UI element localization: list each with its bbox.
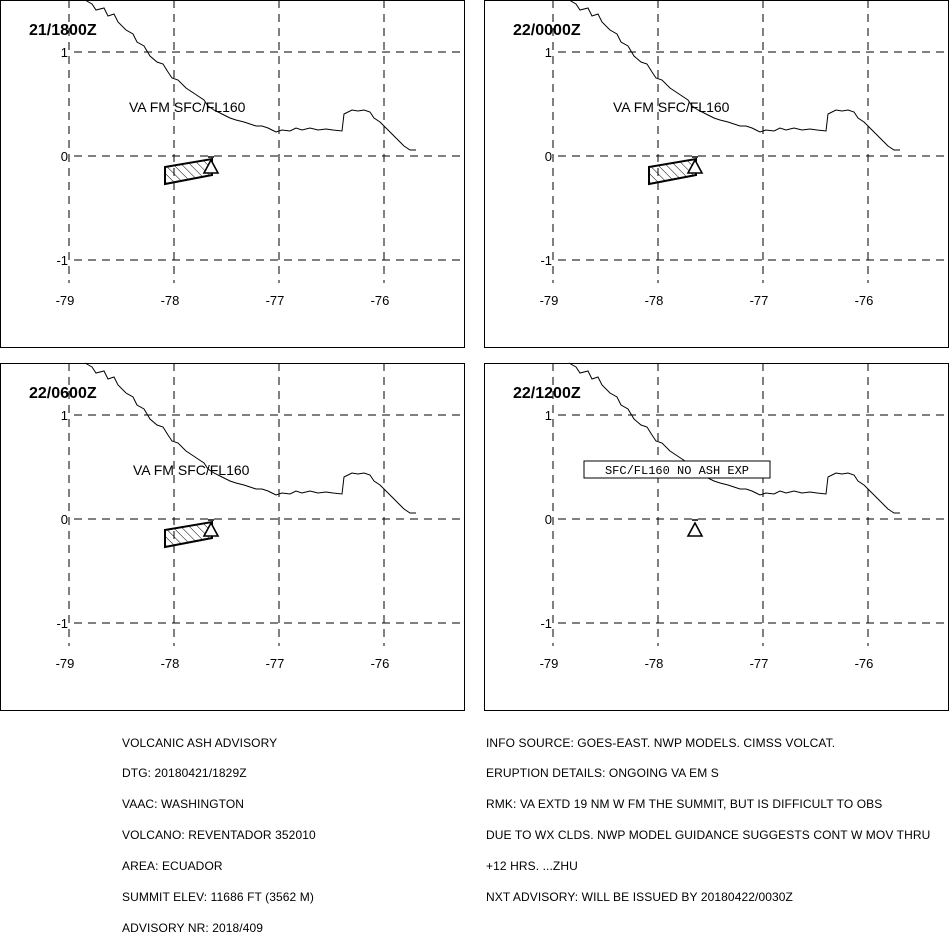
coastline bbox=[568, 0, 900, 151]
longitude-tick-label: -78 bbox=[161, 656, 180, 671]
ash-cloud-polygon bbox=[648, 157, 697, 186]
latitude-tick-label: 0 bbox=[545, 149, 552, 164]
advisory-line: VAAC: WASHINGTON bbox=[122, 797, 245, 812]
advisory-left: VOLCANIC ASH ADVISORY DTG: 20180421/1829… bbox=[122, 717, 316, 944]
valid-time-title: 21/1800Z bbox=[29, 22, 97, 39]
panel-frame bbox=[484, 0, 949, 348]
longitude-tick-label: -78 bbox=[645, 656, 664, 671]
map-svg: -79 -78 -77 -76 1 0 -1 22/1200Z SFC/FL160 NO ASH… bbox=[484, 362, 949, 711]
volcano-icon bbox=[686, 519, 704, 537]
volcano-icon bbox=[686, 156, 704, 174]
advisory-line: NXT ADVISORY: WILL BE ISSUED BY 20180422… bbox=[486, 890, 793, 905]
advisory-line: DTG: 20180421/1829Z bbox=[122, 766, 247, 781]
advisory-line: VOLCANIC ASH ADVISORY bbox=[122, 735, 278, 750]
valid-time-title: 22/0600Z bbox=[29, 385, 97, 402]
longitude-tick-label: -79 bbox=[56, 656, 75, 671]
longitude-tick-label: -79 bbox=[540, 293, 559, 308]
map-panel-3: -79 -78 -77 -76 1 0 -1 22/0600Z VA FM SFC/FL160 bbox=[0, 362, 465, 711]
latitude-tick-label: 0 bbox=[61, 512, 68, 527]
map-svg: -79 -78 -77 -76 1 0 -1 21/1800Z VA FM SFC/FL160 bbox=[0, 0, 465, 348]
ash-status-label: VA FM SFC/FL160 bbox=[129, 99, 246, 115]
advisory-right: INFO SOURCE: GOES-EAST. NWP MODELS. CIMS… bbox=[486, 717, 930, 913]
coastline bbox=[84, 362, 416, 514]
longitude-tick-label: -76 bbox=[855, 293, 874, 308]
advisory-line: SUMMIT ELEV: 11686 FT (3562 M) bbox=[122, 890, 314, 905]
map-svg: -79 -78 -77 -76 1 0 -1 22/0600Z VA FM SFC/FL160 bbox=[0, 362, 465, 711]
longitude-tick-label: -76 bbox=[371, 656, 390, 671]
latitude-tick-label: 1 bbox=[61, 408, 68, 423]
volcano-icon bbox=[202, 156, 220, 174]
longitude-tick-label: -78 bbox=[161, 293, 180, 308]
ash-status-label: SFC/FL160 NO ASH EXP bbox=[605, 464, 749, 478]
ash-cloud-polygon bbox=[164, 520, 213, 549]
latitude-tick-label: 0 bbox=[61, 149, 68, 164]
longitude-tick-label: -77 bbox=[266, 656, 285, 671]
coastline bbox=[84, 0, 416, 151]
map-panel-2: -79 -78 -77 -76 1 0 -1 22/0000Z VA FM SFC/FL160 bbox=[484, 0, 949, 348]
advisory-line: ADVISORY NR: 2018/409 bbox=[122, 920, 264, 935]
advisory-line: DUE TO WX CLDS. NWP MODEL GUIDANCE SUGGE… bbox=[486, 828, 931, 843]
map-panel-1: -79 -78 -77 -76 1 0 -1 21/1800Z VA FM SFC/FL160 bbox=[0, 0, 465, 348]
ash-cloud-polygon bbox=[164, 157, 213, 186]
longitude-tick-label: -79 bbox=[540, 656, 559, 671]
valid-time-title: 22/1200Z bbox=[513, 385, 581, 402]
no-ash-label-box bbox=[583, 460, 771, 479]
longitude-tick-label: -78 bbox=[645, 293, 664, 308]
advisory-line: INFO SOURCE: GOES-EAST. NWP MODELS. CIMS… bbox=[486, 735, 836, 750]
panel-frame bbox=[0, 0, 465, 348]
longitude-tick-label: -79 bbox=[56, 293, 75, 308]
panel-frame bbox=[0, 363, 465, 711]
advisory-line: AREA: ECUADOR bbox=[122, 859, 223, 874]
advisory-line: VOLCANO: REVENTADOR 352010 bbox=[122, 828, 316, 843]
latitude-tick-label: 1 bbox=[61, 45, 68, 60]
longitude-tick-label: -77 bbox=[266, 293, 285, 308]
advisory-line: ERUPTION DETAILS: ONGOING VA EM S bbox=[486, 766, 719, 781]
valid-time-title: 22/0000Z bbox=[513, 22, 581, 39]
map-svg: -79 -78 -77 -76 1 0 -1 22/0000Z VA FM SFC/FL160 bbox=[484, 0, 949, 348]
longitude-tick-label: -77 bbox=[750, 656, 769, 671]
latitude-tick-label: 1 bbox=[545, 45, 552, 60]
ash-status-label: VA FM SFC/FL160 bbox=[613, 99, 730, 115]
ash-status-label: VA FM SFC/FL160 bbox=[133, 462, 250, 478]
longitude-tick-label: -77 bbox=[750, 293, 769, 308]
latitude-tick-label: 1 bbox=[545, 408, 552, 423]
latitude-tick-label: -1 bbox=[540, 253, 552, 268]
latitude-tick-label: 0 bbox=[545, 512, 552, 527]
advisory-line: RMK: VA EXTD 19 NM W FM THE SUMMIT, BUT … bbox=[486, 797, 883, 812]
map-panel-4: -79 -78 -77 -76 1 0 -1 22/1200Z SFC/FL160 NO ASH… bbox=[484, 362, 949, 711]
longitude-tick-label: -76 bbox=[371, 293, 390, 308]
advisory-line: +12 HRS. ...ZHU bbox=[486, 859, 578, 874]
panel-frame bbox=[484, 363, 949, 711]
volcano-icon bbox=[202, 519, 220, 537]
coastline bbox=[568, 362, 900, 514]
latitude-tick-label: -1 bbox=[540, 616, 552, 631]
latitude-tick-label: -1 bbox=[56, 253, 68, 268]
latitude-tick-label: -1 bbox=[56, 616, 68, 631]
longitude-tick-label: -76 bbox=[855, 656, 874, 671]
